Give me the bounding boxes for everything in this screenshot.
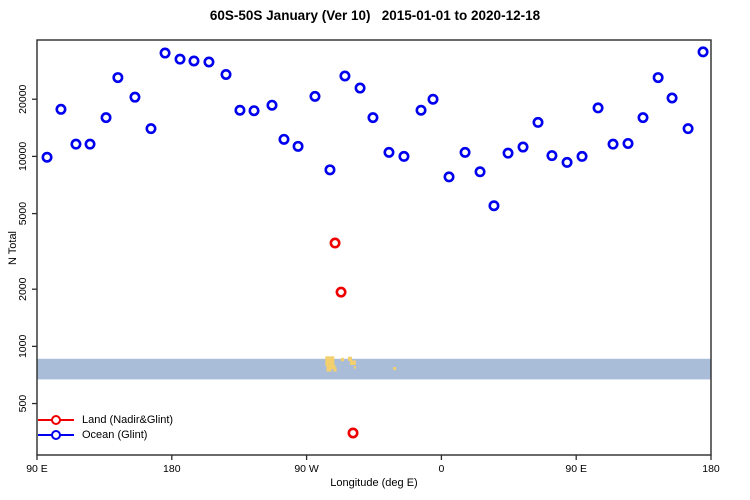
chart-title: 60S-50S January (Ver 10) 2015-01-01 to 2…	[209, 8, 541, 23]
ocean-point	[459, 146, 471, 158]
ocean-point	[443, 171, 455, 183]
ocean-marker-icon	[38, 429, 74, 440]
ocean-point	[292, 140, 304, 152]
land-patch	[329, 364, 336, 370]
x-axis-tick-label: 180	[702, 463, 720, 475]
ocean-point	[517, 141, 529, 153]
ocean-point	[532, 116, 544, 128]
ocean-point	[367, 112, 379, 124]
x-axis-tick-label: 0	[438, 463, 444, 475]
ocean-point	[84, 138, 96, 150]
x-axis-label: Longitude (deg E)	[330, 477, 418, 489]
ocean-point	[488, 200, 500, 212]
ocean-point	[697, 46, 709, 58]
ocean-point	[637, 112, 649, 124]
legend-label-ocean: Ocean (Glint)	[82, 428, 148, 441]
land-patch	[349, 360, 356, 365]
x-axis-tick-label: 180	[163, 463, 181, 475]
ocean-point	[415, 104, 427, 116]
y-axis-tick-label: 20000	[17, 84, 29, 113]
legend-item-ocean: Ocean (Glint)	[38, 427, 173, 442]
land-patch	[347, 356, 352, 361]
ocean-point	[174, 53, 186, 65]
x-axis-tick-label: 90 W	[294, 463, 319, 475]
ocean-point	[100, 112, 112, 124]
land-patch	[393, 367, 397, 371]
y-axis-label: N Total	[7, 230, 19, 266]
ocean-point	[666, 92, 678, 104]
land-marker-icon	[38, 414, 74, 425]
ocean-band	[37, 358, 711, 380]
x-axis-tick-label: 90 E	[565, 463, 587, 475]
ocean-point	[502, 147, 514, 159]
y-axis-tick-label: 1000	[17, 335, 29, 359]
ocean-point	[339, 70, 351, 82]
ocean-point	[398, 150, 410, 162]
ocean-point	[188, 55, 200, 67]
ocean-point	[622, 137, 634, 149]
plot-border	[36, 39, 712, 456]
ocean-point	[145, 123, 157, 135]
land-patch	[340, 357, 344, 362]
ocean-point	[427, 93, 439, 105]
ocean-point	[41, 151, 53, 163]
legend-item-land: Land (Nadir&Glint)	[38, 412, 173, 427]
ocean-point	[607, 138, 619, 150]
ocean-point	[383, 146, 395, 158]
ocean-point	[112, 72, 124, 84]
ocean-point	[592, 102, 604, 114]
land-patch	[325, 356, 335, 367]
ocean-point	[474, 166, 486, 178]
y-axis-tick-label: 2000	[17, 277, 29, 301]
land-point	[347, 427, 359, 439]
ocean-point	[576, 150, 588, 162]
y-axis-tick-label: 5000	[17, 202, 29, 226]
ocean-point	[682, 123, 694, 135]
ocean-point	[309, 90, 321, 102]
ocean-point	[129, 91, 141, 103]
y-axis-tick-label: 10000	[17, 142, 29, 171]
ocean-point	[55, 103, 67, 115]
y-axis-tick-label: 500	[17, 395, 29, 413]
land-patch	[333, 367, 337, 372]
land-point	[329, 237, 341, 249]
legend-label-land: Land (Nadir&Glint)	[82, 413, 174, 426]
ocean-point	[546, 150, 558, 162]
ocean-point	[278, 133, 290, 145]
legend: Land (Nadir&Glint) Ocean (Glint)	[38, 412, 173, 442]
ocean-point	[203, 56, 215, 68]
land-patch	[326, 364, 332, 372]
ocean-point	[354, 82, 366, 94]
x-axis-tick-label: 90 E	[26, 463, 48, 475]
ocean-point	[248, 105, 260, 117]
ocean-point	[561, 156, 573, 168]
ocean-point	[159, 47, 171, 59]
ocean-point	[220, 68, 232, 80]
ocean-point	[266, 99, 278, 111]
ocean-point	[324, 164, 336, 176]
ocean-point	[234, 104, 246, 116]
ocean-point	[70, 138, 82, 150]
ocean-point	[652, 72, 664, 84]
land-point	[335, 286, 347, 298]
land-patch	[353, 366, 356, 369]
